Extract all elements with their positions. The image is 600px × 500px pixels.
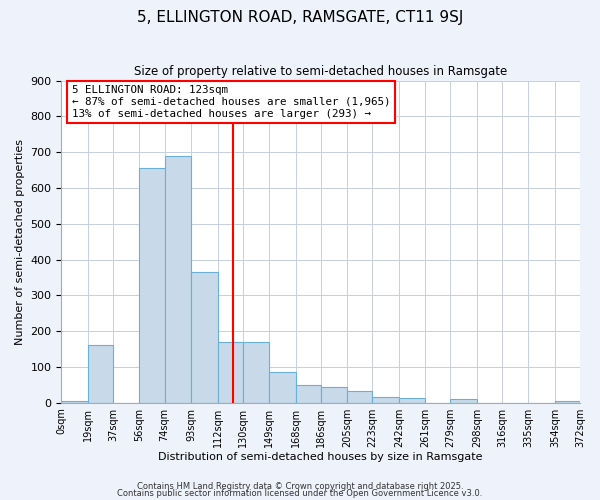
Bar	[164, 156, 191, 402]
Text: Contains public sector information licensed under the Open Government Licence v3: Contains public sector information licen…	[118, 489, 482, 498]
Bar	[451, 399, 477, 402]
Bar	[61, 401, 88, 402]
Bar	[296, 385, 321, 402]
Title: Size of property relative to semi-detached houses in Ramsgate: Size of property relative to semi-detach…	[134, 65, 508, 78]
Text: Contains HM Land Registry data © Crown copyright and database right 2025.: Contains HM Land Registry data © Crown c…	[137, 482, 463, 491]
Bar	[399, 398, 425, 402]
Text: 5 ELLINGTON ROAD: 123sqm
← 87% of semi-detached houses are smaller (1,965)
13% o: 5 ELLINGTON ROAD: 123sqm ← 87% of semi-d…	[72, 86, 390, 118]
Text: 5, ELLINGTON ROAD, RAMSGATE, CT11 9SJ: 5, ELLINGTON ROAD, RAMSGATE, CT11 9SJ	[137, 10, 463, 25]
Bar	[347, 391, 372, 402]
Bar	[218, 342, 242, 402]
Bar	[555, 401, 580, 402]
Bar	[88, 346, 113, 403]
Bar	[269, 372, 296, 402]
Y-axis label: Number of semi-detached properties: Number of semi-detached properties	[15, 138, 25, 344]
Bar	[191, 272, 218, 402]
Bar	[242, 342, 269, 402]
Bar	[139, 168, 164, 402]
Bar	[372, 398, 399, 402]
X-axis label: Distribution of semi-detached houses by size in Ramsgate: Distribution of semi-detached houses by …	[158, 452, 483, 462]
Bar	[321, 386, 347, 402]
